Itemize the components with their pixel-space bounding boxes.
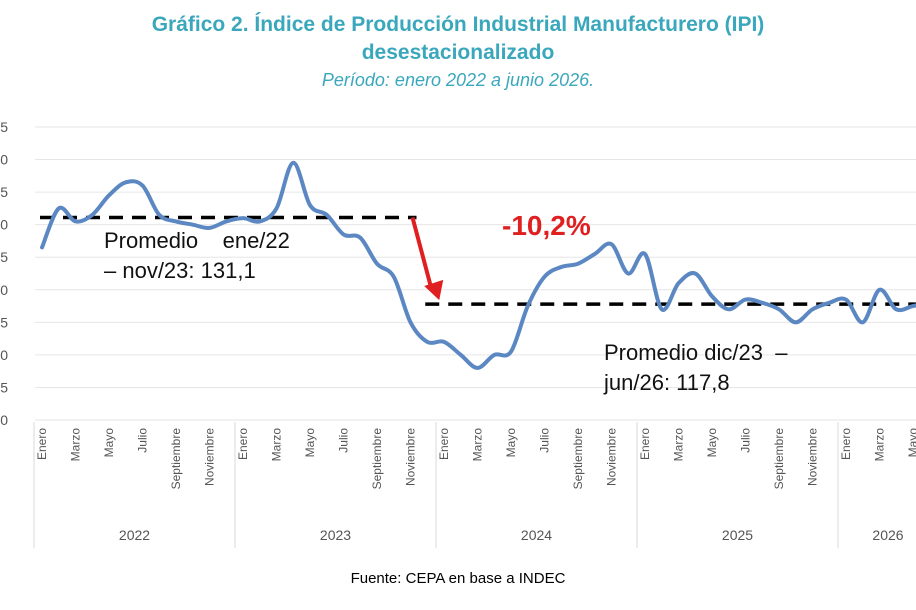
x-tick-label: Mayo	[303, 428, 317, 458]
average-2-line1: Promedio dic/23 –	[604, 340, 788, 365]
y-tick-label: 135	[0, 184, 8, 200]
x-tick-label: Enero	[638, 428, 652, 460]
y-tick-label: 145	[0, 119, 8, 135]
average-annotation-1: Promedio ene/22 – nov/23: 131,1	[104, 226, 290, 286]
x-tick-label: Noviembre	[203, 428, 217, 486]
x-tick-label: Julio	[739, 428, 753, 453]
x-tick-label: Mayo	[705, 428, 719, 458]
year-label: 2022	[119, 527, 150, 543]
chart-subtitle: Período: enero 2022 a junio 2026.	[321, 70, 595, 90]
x-tick-label: Marzo	[471, 428, 485, 462]
x-tick-label: Julio	[337, 428, 351, 453]
x-tick-label: Enero	[35, 428, 49, 460]
arrow-shaft	[410, 216, 434, 289]
y-tick-label: 130	[0, 217, 8, 233]
y-tick-labels: 100 105 110 115 120 125 130 135 140 145	[0, 119, 8, 428]
x-tick-label: Noviembre	[806, 428, 820, 486]
year-label: 2024	[521, 527, 552, 543]
x-tick-label: Enero	[236, 428, 250, 460]
x-tick-label: Marzo	[873, 428, 887, 462]
y-tick-label: 125	[0, 249, 8, 265]
x-tick-label: Marzo	[270, 428, 284, 462]
y-tick-label: 120	[0, 282, 8, 298]
x-tick-label: Marzo	[69, 428, 83, 462]
x-tick-label: Julio	[538, 428, 552, 453]
y-tick-label: 105	[0, 379, 8, 395]
year-label: 2025	[722, 527, 753, 543]
reference-lines	[40, 215, 916, 306]
y-tick-label: 110	[0, 347, 8, 363]
average-1-line2: – nov/23: 131,1	[104, 258, 256, 283]
source-note: Fuente: CEPA en base a INDEC	[350, 570, 566, 587]
year-label: 2023	[320, 527, 351, 543]
x-tick-label: Septiembre	[370, 428, 384, 490]
x-tick-label: Noviembre	[404, 428, 418, 486]
y-tick-label: 100	[0, 412, 8, 428]
x-tick-label: Enero	[437, 428, 451, 460]
x-tick-label: Noviembre	[605, 428, 619, 486]
chart-title-line1: Gráfico 2. Índice de Producción Industri…	[151, 13, 765, 36]
x-tick-label: Julio	[136, 428, 150, 453]
average-annotation-2: Promedio dic/23 – jun/26: 117,8	[604, 338, 787, 398]
chart-title-line2: desestacionalizado	[361, 41, 555, 64]
change-arrow	[410, 216, 444, 301]
arrow-head	[424, 279, 444, 301]
x-axis: Enero Marzo Mayo Julio Septiembre Noviembre En…	[33, 422, 916, 548]
x-tick-label: Mayo	[504, 428, 518, 458]
average-1-line1: Promedio ene/22	[104, 228, 290, 253]
x-tick-label: Marzo	[672, 428, 686, 462]
x-tick-label: Mayo	[102, 428, 116, 458]
year-label: 2026	[872, 527, 903, 543]
x-tick-label: Mayo	[906, 428, 916, 458]
x-tick-label: Septiembre	[571, 428, 585, 490]
x-tick-label: Septiembre	[772, 428, 786, 490]
y-tick-label: 140	[0, 152, 8, 168]
average-2-line2: jun/26: 117,8	[604, 370, 730, 395]
change-percentage-label: -10,2%	[502, 210, 591, 241]
x-tick-label: Septiembre	[169, 428, 183, 490]
series-line	[40, 160, 916, 370]
y-tick-label: 115	[0, 314, 8, 330]
x-tick-label: Enero	[839, 428, 853, 460]
